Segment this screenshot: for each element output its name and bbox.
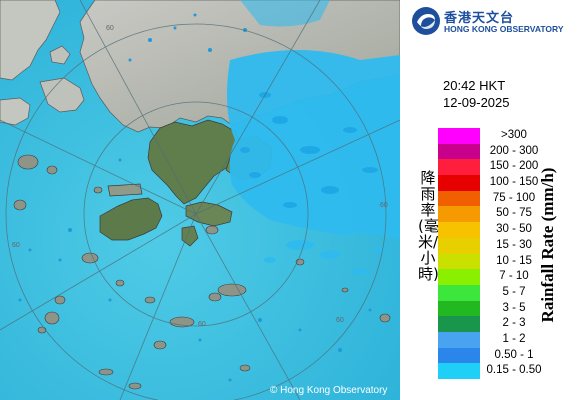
timestamp-date: 12-09-2025 xyxy=(443,95,510,110)
scale-row: 200 - 300 xyxy=(438,143,568,160)
scale-swatch xyxy=(438,175,480,191)
western-islet xyxy=(49,45,71,65)
scale-row: >300 xyxy=(438,128,568,144)
scale-swatch xyxy=(438,300,480,317)
timestamp-time: 20:42 HKT xyxy=(443,78,506,93)
scale-label: 0.15 - 0.50 xyxy=(486,364,542,377)
logo-text-en: HONG KONG OBSERVATORY xyxy=(444,24,564,34)
scale-row: 30 - 50 xyxy=(438,222,568,238)
scale-row: 50 - 75 xyxy=(438,206,568,223)
rainfall-axis-label-en: Rainfall Rate (mm/h) xyxy=(538,167,557,323)
scale-label: 15 - 30 xyxy=(496,238,532,251)
radar-map-canvas: 60 60 60 60 60 xyxy=(0,0,400,400)
scale-row: 1 - 2 xyxy=(438,331,568,348)
scale-swatch xyxy=(438,347,480,364)
scale-swatch xyxy=(438,222,480,238)
scale-swatch xyxy=(438,190,480,207)
scale-row: 7 - 10 xyxy=(438,269,568,285)
ring-label: 60 xyxy=(12,242,20,249)
scale-label: 5 - 7 xyxy=(502,285,526,298)
scale-swatch xyxy=(438,331,480,348)
scale-label: 2 - 3 xyxy=(502,317,526,330)
lantau-island xyxy=(99,197,163,241)
hko-logo-icon xyxy=(412,7,440,35)
scale-label: >300 xyxy=(501,129,527,141)
scale-row: 75 - 100 xyxy=(438,190,568,207)
scale-label: 3 - 5 xyxy=(502,301,526,314)
scale-row: 10 - 15 xyxy=(438,253,568,270)
scale-label: 150 - 200 xyxy=(489,160,539,173)
ring-label: 60 xyxy=(198,321,206,328)
scale-label: 100 - 150 xyxy=(489,176,539,189)
scale-label: 30 - 50 xyxy=(496,223,532,236)
scale-swatch xyxy=(438,237,480,254)
rainfall-axis-label-cn: 降雨率(毫米/小時) xyxy=(418,169,439,283)
scale-swatch xyxy=(438,316,480,332)
western-land xyxy=(0,0,61,81)
ring-label: 60 xyxy=(336,317,344,324)
scale-label: 75 - 100 xyxy=(492,191,536,204)
scale-label: 0.50 - 1 xyxy=(494,348,534,361)
rainfall-color-scale: >300 200 - 300 150 - 200 100 - 150 75 - … xyxy=(438,128,568,379)
outlying-islands xyxy=(13,154,391,390)
range-rings xyxy=(0,0,400,400)
logo-text-cn: 香港天文台 xyxy=(444,11,515,26)
rain-echo-layer xyxy=(226,0,400,275)
scale-swatch xyxy=(438,269,480,285)
scale-label: 1 - 2 xyxy=(502,332,526,345)
ring-label: 60 xyxy=(106,25,114,32)
scale-row: 2 - 3 xyxy=(438,316,568,332)
radar-map[interactable]: 60 60 60 60 60 © Hong Kong Observatory xyxy=(0,0,400,400)
hk-mainland xyxy=(147,119,243,205)
copyright-text: © Hong Kong Observatory xyxy=(270,385,388,396)
scale-row: 15 - 30 xyxy=(438,237,568,254)
airport-island xyxy=(107,183,143,197)
legend-panel: 香港天文台 HONG KONG OBSERVATORY 20:42 HKT 12… xyxy=(400,0,577,400)
scale-swatch xyxy=(438,206,480,223)
lamma-island xyxy=(181,225,199,247)
ring-label: 60 xyxy=(380,202,388,209)
scale-swatch xyxy=(438,143,480,160)
scale-label: 10 - 15 xyxy=(496,254,532,267)
scale-swatch xyxy=(438,253,480,270)
scale-row: 5 - 7 xyxy=(438,284,568,301)
scale-swatch xyxy=(438,159,480,176)
scattered-rain-dots xyxy=(18,13,372,382)
scale-row: 100 - 150 xyxy=(438,175,568,191)
scale-swatch xyxy=(438,128,480,144)
scale-row: 150 - 200 xyxy=(438,159,568,176)
pearl-delta-land xyxy=(39,77,85,113)
western-land-2 xyxy=(0,97,31,126)
scale-row: 0.15 - 0.50 xyxy=(438,363,568,379)
scale-label: 7 - 10 xyxy=(499,270,529,283)
scale-swatch xyxy=(438,284,480,301)
scale-label: 200 - 300 xyxy=(489,144,539,157)
scale-row: 3 - 5 xyxy=(438,300,568,317)
range-ring-labels: 60 60 60 60 60 xyxy=(12,25,388,328)
scale-row: 0.50 - 1 xyxy=(438,347,568,364)
scale-swatch xyxy=(438,363,480,379)
scale-label: 50 - 75 xyxy=(496,207,532,220)
